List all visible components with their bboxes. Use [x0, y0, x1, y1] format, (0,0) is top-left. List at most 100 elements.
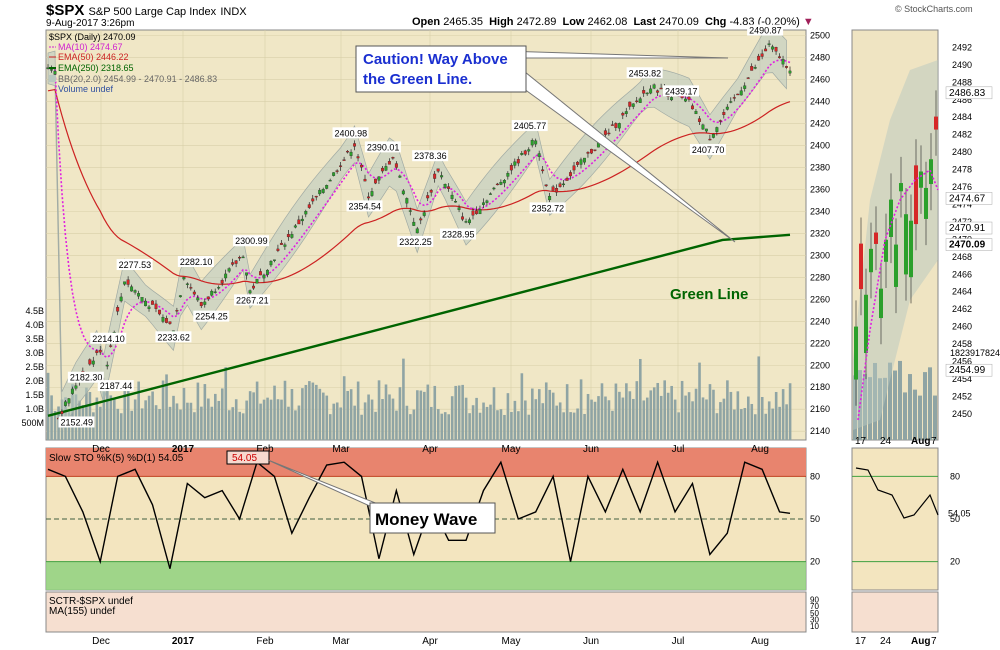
candle-body: [182, 277, 186, 280]
volume-bar: [245, 400, 248, 440]
volume-bar: [583, 413, 586, 440]
candle-body: [356, 156, 360, 159]
volume-bar: [436, 409, 440, 440]
zoom-volume-bar: [888, 362, 892, 440]
volume-bar: [280, 399, 283, 440]
candle-body: [405, 198, 409, 204]
candle-body: [739, 90, 743, 96]
candle-body: [384, 166, 388, 171]
volume-bar: [168, 406, 172, 440]
zoom-candle-body: [879, 288, 883, 319]
candle-body: [318, 189, 322, 195]
main-legend: $SPX (Daily) 2470.09 MA(10) 2474.67 EMA(…: [49, 32, 217, 94]
volume-bar: [684, 395, 687, 440]
candle-body: [220, 280, 224, 284]
volume-bar: [287, 406, 290, 440]
zoom-y-tick: 2456: [952, 356, 972, 366]
symbol: $SPX: [46, 2, 85, 19]
volume-bar: [729, 391, 733, 440]
volume-bar: [551, 392, 555, 440]
volume-bar: [360, 414, 363, 440]
volume-bar: [597, 396, 600, 440]
zoom-volume-bar: [898, 360, 902, 440]
money-wave-annotation: Money Wave: [267, 459, 496, 534]
zoom-candle-body: [894, 244, 898, 287]
volume-bar: [214, 393, 217, 440]
candle-body: [621, 113, 625, 116]
candle-body: [478, 208, 482, 215]
volume-bar: [335, 402, 339, 440]
zoom-sto-tick: 80: [950, 471, 960, 481]
volume-bar: [726, 380, 729, 440]
price-label-bg: [412, 150, 449, 162]
x-tick-label: Jul: [672, 444, 685, 455]
watermark: © StockCharts.com: [895, 4, 973, 14]
x-axis: Dec Dec 2017 2017 Feb Feb Mar Mar Apr Apr May May Ju…: [92, 444, 769, 647]
zoom-y-tick: 2454: [952, 374, 972, 384]
candle-body: [760, 53, 764, 57]
y-tick-label: 2300: [810, 250, 830, 260]
x-tick-label: Feb: [256, 636, 274, 647]
volume-bar: [447, 414, 451, 440]
candle-body: [241, 256, 245, 259]
price-tag: 2486.83: [949, 88, 986, 99]
volume-bar: [656, 382, 660, 440]
volume-bar: [297, 405, 301, 440]
volume-bar: [694, 388, 698, 440]
zoom-sto-tick: 20: [950, 557, 960, 567]
zoom-y-tick: 2484: [952, 112, 972, 122]
candle-body: [603, 130, 607, 135]
y-tick-label: 2500: [810, 30, 830, 40]
price-tag-bg: [945, 363, 993, 377]
sto-y-tick: 20: [810, 557, 820, 567]
open-value: 2465.35: [443, 16, 483, 28]
price-label-bg: [116, 259, 153, 271]
candle-body: [656, 90, 660, 93]
volume-bar: [468, 413, 471, 440]
volume-bar: [687, 392, 691, 440]
zoom-price-labels: 2486.83 2474.67 2470.91 2470.09 2454.99 18239…: [945, 86, 1000, 377]
volume-bar: [666, 392, 670, 440]
volume-bar: [764, 413, 768, 440]
candle-body: [509, 165, 513, 171]
volume-bar: [346, 390, 349, 440]
volume-bar: [471, 405, 475, 440]
volume-bar: [590, 399, 593, 440]
candle-body: [164, 318, 168, 323]
price-label-bg: [626, 67, 663, 79]
candle-body: [415, 228, 419, 234]
candle-body: [631, 103, 635, 107]
candle-body: [638, 98, 642, 103]
volume-bar: [701, 397, 705, 440]
candle-body: [764, 48, 768, 52]
candle-body: [697, 118, 701, 122]
volume-bar: [276, 399, 280, 440]
volume-bar: [123, 382, 127, 440]
volume-bar: [294, 410, 297, 440]
candle-body: [548, 195, 552, 201]
sctr-legend-2: MA(155) undef: [49, 606, 115, 617]
candle-body: [346, 150, 350, 153]
volume-bar: [670, 385, 673, 440]
zoom-candle-body: [934, 116, 938, 130]
y-tick-label: 2280: [810, 272, 830, 282]
candle-body: [325, 185, 329, 189]
candle-body: [649, 88, 653, 94]
volume-bar: [109, 395, 113, 440]
candle-body: [227, 268, 231, 272]
candle-body: [300, 218, 304, 222]
volume-bar: [248, 391, 252, 440]
volume-bar: [53, 410, 57, 440]
volume-bar: [252, 392, 255, 440]
price-label-bg: [58, 416, 95, 428]
candle-body: [224, 273, 228, 279]
x-tick-label: Jul: [672, 636, 685, 647]
candle-body: [88, 359, 92, 365]
volume-bar: [579, 379, 583, 440]
price-y-axis: 2140 2160 2180 2200 2220 2240 2260 2280 2300 2320…: [21, 30, 830, 436]
y-tick-label: 2140: [810, 426, 830, 436]
low-value: 2462.08: [587, 16, 628, 28]
zoom-candle-body: [924, 187, 928, 219]
sctr-y-tick: 90: [810, 596, 819, 605]
